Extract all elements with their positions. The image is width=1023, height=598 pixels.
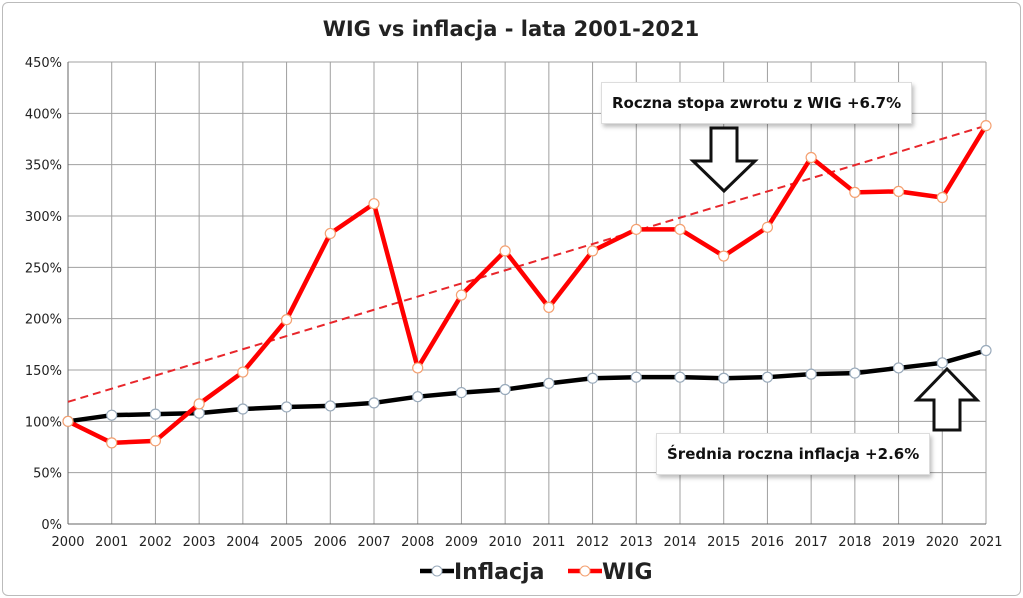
x-tick-label: 2018 xyxy=(838,535,871,550)
data-point-wig xyxy=(892,185,905,197)
data-point-inflacja xyxy=(499,383,511,396)
legend-label: Inflacja xyxy=(454,560,544,585)
data-point-inflacja xyxy=(106,409,118,421)
data-point-wig xyxy=(237,366,249,378)
data-point-wig xyxy=(718,250,730,262)
data-point-inflacja xyxy=(149,408,162,420)
annotation-wig-return: Roczna stopa zwrotu z WIG +6.7% xyxy=(601,82,913,124)
data-point-wig xyxy=(62,415,74,427)
x-tick-label: 2016 xyxy=(751,535,784,550)
data-point-wig xyxy=(849,186,861,198)
data-point-wig xyxy=(586,245,599,257)
x-tick-label: 2017 xyxy=(795,535,828,550)
data-point-wig xyxy=(412,362,424,374)
x-tick-label: 2013 xyxy=(620,535,653,550)
arrow-down-icon xyxy=(689,126,759,194)
data-point-wig xyxy=(805,151,817,164)
y-tick-label: 300% xyxy=(25,210,62,225)
chart-title: WIG vs inflacja - lata 2001-2021 xyxy=(323,17,700,41)
x-tick-label: 2000 xyxy=(51,535,84,550)
data-point-wig xyxy=(761,221,774,233)
y-tick-label: 450% xyxy=(25,56,62,71)
x-tick-label: 2014 xyxy=(663,535,696,550)
data-point-wig xyxy=(106,437,118,449)
x-tick-label: 2006 xyxy=(314,535,347,550)
data-point-wig xyxy=(674,223,686,235)
annotation-text: Roczna stopa zwrotu z WIG +6.7% xyxy=(612,94,902,112)
legend-marker xyxy=(431,565,443,577)
legend-label: WIG xyxy=(602,560,653,585)
series-line-inflacja xyxy=(67,348,987,424)
data-point-wig xyxy=(543,301,555,313)
y-tick-label: 200% xyxy=(25,313,62,328)
data-point-wig xyxy=(368,198,380,210)
data-point-inflacja xyxy=(718,372,730,384)
data-point-inflacja xyxy=(805,368,817,380)
x-tick-label: 2007 xyxy=(357,535,390,550)
annotation-inflation: Średnia roczna inflacja +2.6% xyxy=(656,433,931,475)
y-tick-label: 50% xyxy=(33,467,62,482)
data-point-wig xyxy=(936,191,948,204)
x-tick-label: 2015 xyxy=(707,535,740,550)
y-tick-label: 0% xyxy=(41,518,62,533)
x-tick-label: 2012 xyxy=(576,535,609,550)
data-point-inflacja xyxy=(586,372,599,384)
data-point-inflacja xyxy=(630,371,642,383)
data-point-inflacja xyxy=(455,386,468,399)
data-point-wig xyxy=(149,435,162,447)
wig-trendline xyxy=(67,124,987,403)
x-tick-label: 2005 xyxy=(270,535,303,550)
data-point-wig xyxy=(280,314,293,326)
y-tick-label: 150% xyxy=(25,364,62,379)
x-tick-label: 2009 xyxy=(445,535,478,550)
y-tick-label: 250% xyxy=(25,261,62,276)
data-point-inflacja xyxy=(761,371,774,383)
data-point-inflacja xyxy=(368,397,380,409)
data-point-inflacja xyxy=(892,362,905,374)
data-point-inflacja xyxy=(237,403,249,415)
x-tick-label: 2003 xyxy=(183,535,216,550)
data-point-wig xyxy=(499,245,511,257)
data-point-wig xyxy=(455,289,468,301)
x-tick-label: 2019 xyxy=(882,535,915,550)
x-tick-label: 2004 xyxy=(226,535,259,550)
x-tick-label: 2002 xyxy=(139,535,172,550)
data-point-inflacja xyxy=(543,377,555,389)
x-tick-label: 2021 xyxy=(969,535,1002,550)
data-point-wig xyxy=(324,227,336,240)
arrow-up-icon xyxy=(913,366,981,432)
data-point-wig xyxy=(630,223,642,235)
legend-marker xyxy=(579,565,591,577)
x-tick-label: 2001 xyxy=(95,535,128,550)
data-point-inflacja xyxy=(936,357,948,369)
y-tick-label: 400% xyxy=(25,107,62,122)
data-point-wig xyxy=(980,120,992,132)
data-point-inflacja xyxy=(849,367,861,379)
x-tick-label: 2020 xyxy=(926,535,959,550)
data-point-inflacja xyxy=(324,400,336,412)
data-point-inflacja xyxy=(412,391,424,403)
y-tick-label: 100% xyxy=(25,415,62,430)
series-line-wig xyxy=(67,124,988,446)
data-point-wig xyxy=(193,398,205,410)
data-point-inflacja xyxy=(674,371,686,383)
x-tick-label: 2011 xyxy=(532,535,565,550)
y-tick-label: 350% xyxy=(25,159,62,174)
annotation-text: Średnia roczna inflacja +2.6% xyxy=(667,445,920,463)
data-point-inflacja xyxy=(280,401,293,413)
x-tick-label: 2008 xyxy=(401,535,434,550)
x-tick-label: 2010 xyxy=(489,535,522,550)
data-point-inflacja xyxy=(980,344,992,357)
